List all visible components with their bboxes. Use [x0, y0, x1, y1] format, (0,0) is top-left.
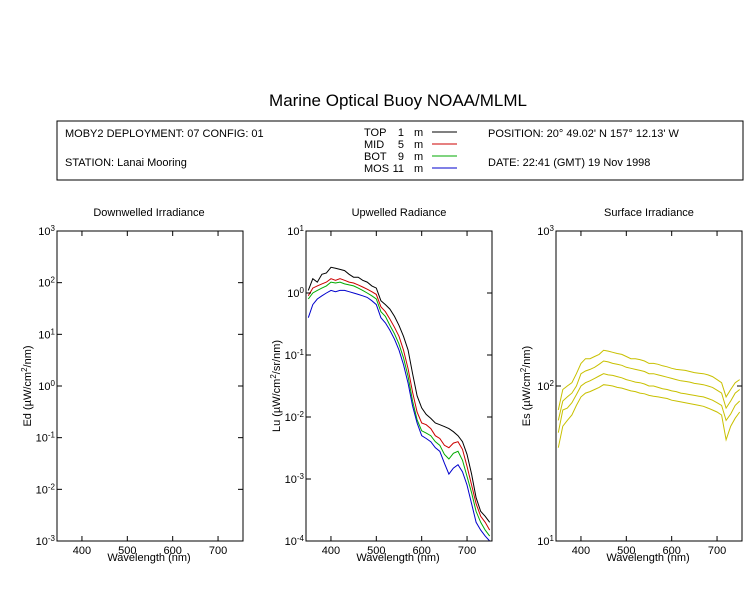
y-tick-label: 10-2: [285, 410, 305, 425]
y-tick-label: 10-2: [36, 482, 56, 497]
x-tick-label: 700: [708, 545, 726, 557]
plot-frame: [305, 230, 493, 542]
y-axis-label: Ed (µW/cm2/nm): [20, 345, 35, 426]
legend-unit: m: [414, 139, 423, 151]
position-text: POSITION: 20° 49.02' N 157° 12.13' W: [488, 128, 680, 140]
panel-upwelled-radiance: Upwelled Radiance 400 500 600 700 101 100 10-1…: [269, 207, 493, 564]
y-tick-label: 101: [537, 534, 554, 549]
legend-entry-mid: MID 5 m: [364, 139, 457, 151]
y-tick-label: 10-3: [36, 534, 56, 549]
series-line-0: [557, 349, 740, 411]
x-tick-label: 700: [209, 545, 227, 557]
x-tick-label: 600: [413, 545, 431, 557]
y-tick-label: 10-4: [285, 534, 305, 549]
panel-title: Upwelled Radiance: [352, 207, 447, 219]
y-tick-label: 10-1: [36, 430, 56, 445]
legend-name: BOT: [364, 151, 387, 163]
series-line-top: [307, 266, 491, 523]
x-axis-label: Wavelength (nm): [107, 552, 190, 564]
plot-frame: [56, 230, 244, 542]
x-tick-label: 600: [164, 545, 182, 557]
legend-name: TOP: [364, 127, 386, 139]
x-tick-label: 600: [663, 545, 681, 557]
main-title: Marine Optical Buoy NOAA/MLML: [269, 91, 527, 110]
legend-entry-mos: MOS 11 m: [364, 163, 457, 175]
legend-unit: m: [414, 163, 423, 175]
y-axis-label: Es (µW/cm2/nm): [519, 346, 534, 426]
legend-entry-top: TOP 1 m: [364, 127, 457, 139]
legend-depth: 5: [398, 139, 404, 151]
legend-depth: 11: [393, 163, 404, 175]
legend-depth: 9: [398, 151, 404, 163]
y-tick-label: 101: [287, 224, 304, 239]
y-tick-label: 100: [38, 379, 55, 394]
x-tick-label: 700: [458, 545, 476, 557]
info-box: [56, 120, 744, 181]
x-tick-label: 400: [572, 545, 590, 557]
series-line-1: [557, 360, 741, 421]
date-text: DATE: 22:41 (GMT) 19 Nov 1998: [488, 157, 650, 169]
legend-unit: m: [414, 127, 423, 139]
series-line-3: [557, 384, 741, 448]
y-tick-label: 102: [38, 275, 55, 290]
y-tick-label: 103: [537, 224, 554, 239]
y-tick-label: 101: [38, 327, 55, 342]
series-group: [557, 349, 741, 448]
x-tick-label: 500: [118, 545, 136, 557]
panel-downwelled-irradiance: Downwelled Irradiance 400 500 600 700 103 102…: [20, 207, 244, 564]
y-tick-label: 10-3: [285, 472, 305, 487]
axis-ticks: 400 500 600 700 103 102 101: [537, 224, 742, 557]
y-tick-label: 100: [287, 286, 304, 301]
panel-title: Surface Irradiance: [604, 207, 694, 219]
legend-entry-bot: BOT 9 m: [364, 151, 457, 163]
series-line-2: [557, 373, 741, 433]
panel-surface-irradiance: Surface Irradiance 400 500 600 700 103 102 101…: [519, 207, 743, 564]
y-axis-label: Lu (µW/cm2/sr/nm): [269, 340, 284, 432]
legend-name: MID: [364, 139, 384, 151]
legend-name: MOS: [364, 163, 389, 175]
y-tick-label: 10-1: [285, 348, 305, 363]
deployment-text: MOBY2 DEPLOYMENT: 07 CONFIG: 01: [65, 128, 264, 140]
x-tick-label: 500: [617, 545, 635, 557]
x-tick-label: 400: [322, 545, 340, 557]
series-group: [307, 266, 491, 542]
x-tick-label: 400: [73, 545, 91, 557]
axis-ticks: 400 500 600 700 103 102 101 100 10-1 10-2 10-3: [36, 224, 243, 557]
series-line-mid: [307, 278, 491, 531]
legend-unit: m: [414, 151, 423, 163]
x-axis-label: Wavelength (nm): [356, 552, 439, 564]
legend-depth: 1: [398, 127, 404, 139]
legend: TOP 1 m MID 5 m BOT 9 m MOS 11 m: [364, 127, 457, 175]
x-axis-label: Wavelength (nm): [606, 552, 689, 564]
series-line-bot: [307, 281, 491, 537]
y-tick-label: 103: [38, 224, 55, 239]
series-line-mos: [307, 289, 491, 542]
axis-ticks: 400 500 600 700 101 100 10-1 10-2 10-3 10-4: [285, 224, 492, 557]
x-tick-label: 500: [367, 545, 385, 557]
panel-title: Downwelled Irradiance: [93, 207, 204, 219]
station-text: STATION: Lanai Mooring: [65, 157, 187, 169]
y-tick-label: 102: [537, 379, 554, 394]
